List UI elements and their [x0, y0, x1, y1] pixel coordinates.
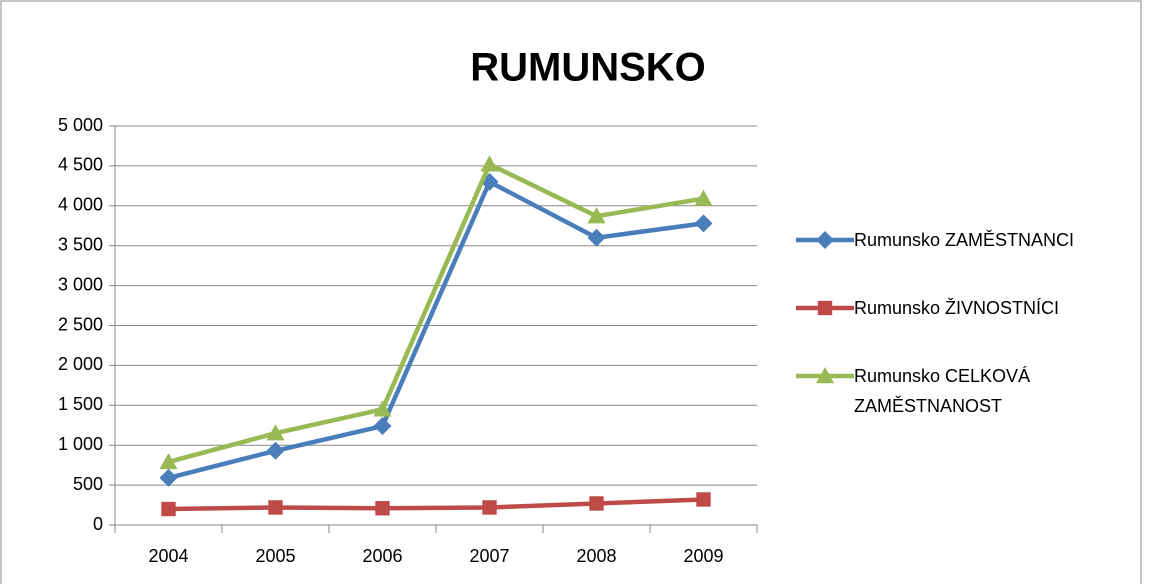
marker [373, 400, 392, 417]
marker [587, 228, 606, 247]
legend-swatch [796, 367, 854, 384]
x-tick-label: 2007 [469, 546, 509, 566]
x-tick-label: 2008 [576, 546, 616, 566]
marker [694, 214, 713, 233]
marker [816, 231, 834, 249]
marker [816, 367, 834, 384]
marker [817, 300, 833, 316]
y-tick-label: 1 000 [58, 434, 103, 454]
marker [159, 452, 178, 470]
legend-label: Rumunsko ZAMĚSTNANCI [854, 230, 1075, 250]
series-line [167, 179, 704, 481]
marker [161, 501, 176, 517]
x-tick-label: 2005 [255, 546, 295, 566]
legend-entry: Rumunsko CELKOVÁ ZAMĚSTNANOST [790, 361, 1130, 421]
marker [159, 468, 178, 487]
legend-label: Rumunsko ŽIVNOSTNÍCI [854, 298, 1060, 318]
y-tick-label: 4 000 [58, 195, 103, 215]
marker [694, 189, 713, 206]
marker [587, 207, 606, 224]
marker [268, 500, 283, 515]
marker [482, 500, 497, 515]
legend-swatch [796, 300, 854, 316]
y-tick-label: 3 500 [58, 234, 103, 254]
chart-title: RUMUNSKO [470, 46, 706, 90]
marker [266, 424, 285, 441]
y-tick-label: 4 500 [58, 155, 103, 175]
y-tick-label: 3 000 [58, 274, 103, 294]
legend-entry: Rumunsko ŽIVNOSTNÍCI [790, 293, 1130, 323]
y-tick-label: 1 500 [58, 394, 103, 414]
x-tick-label: 2006 [362, 546, 402, 566]
marker [480, 155, 499, 172]
series-line [167, 162, 704, 465]
legend-swatch [796, 231, 854, 249]
y-tick-label: 2 000 [58, 354, 103, 374]
y-tick-label: 5 000 [58, 115, 103, 135]
x-tick-label: 2009 [683, 546, 723, 566]
legend-label: Rumunsko CELKOVÁ ZAMĚSTNANOST [854, 366, 1031, 416]
legend-entry: Rumunsko ZAMĚSTNANCI [790, 225, 1130, 255]
y-tick-label: 500 [73, 474, 103, 494]
marker [266, 441, 285, 460]
marker [375, 501, 390, 516]
marker [373, 417, 392, 436]
marker [696, 492, 711, 507]
x-tick-label: 2004 [148, 546, 188, 566]
marker [589, 496, 604, 511]
series-line [168, 497, 704, 512]
legend: Rumunsko ZAMĚSTNANCI Rumunsko ŽIVNOSTNÍCI… [790, 225, 1130, 459]
y-tick-label: 2 500 [58, 314, 103, 334]
y-tick-label: 0 [93, 514, 103, 534]
